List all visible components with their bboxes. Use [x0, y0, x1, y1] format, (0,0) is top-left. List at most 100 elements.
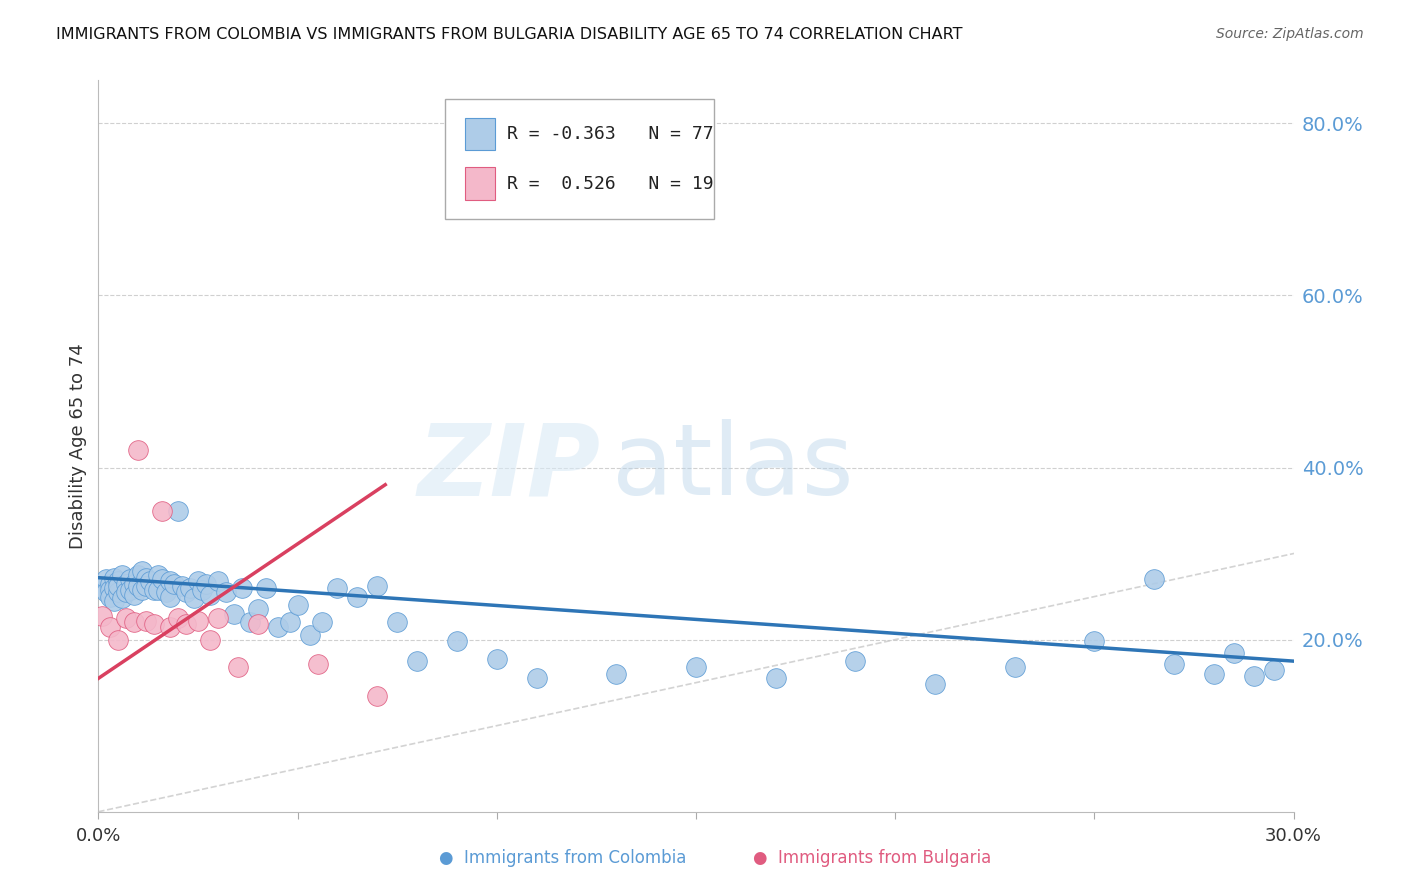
Bar	[465, 168, 495, 201]
Point	[1143, 573, 1166, 587]
Point	[485, 651, 508, 665]
Point	[183, 591, 205, 606]
Point	[120, 573, 142, 587]
Point	[107, 574, 129, 588]
Point	[98, 576, 122, 591]
Point	[107, 579, 129, 593]
Point	[187, 614, 209, 628]
Point	[148, 568, 170, 582]
Point	[1202, 667, 1225, 681]
Point	[179, 581, 201, 595]
Point	[174, 585, 197, 599]
Point	[127, 579, 149, 593]
Point	[91, 581, 114, 595]
Point	[111, 591, 134, 606]
Point	[167, 611, 190, 625]
Point	[96, 585, 118, 599]
Point	[103, 571, 125, 585]
Point	[115, 585, 138, 599]
Point	[111, 568, 134, 582]
Point	[187, 574, 209, 588]
Point	[124, 588, 146, 602]
Bar	[465, 118, 495, 151]
Point	[98, 620, 122, 634]
Point	[135, 614, 157, 628]
Point	[135, 571, 157, 585]
Text: ●  Immigrants from Bulgaria: ● Immigrants from Bulgaria	[752, 849, 991, 867]
Point	[107, 632, 129, 647]
Y-axis label: Disability Age 65 to 74: Disability Age 65 to 74	[69, 343, 87, 549]
Point	[143, 582, 166, 597]
Point	[159, 620, 181, 634]
Point	[215, 585, 238, 599]
Text: atlas: atlas	[613, 419, 853, 516]
Point	[226, 660, 249, 674]
Point	[278, 615, 301, 630]
Point	[366, 689, 388, 703]
Point	[150, 503, 173, 517]
Point	[127, 443, 149, 458]
Point	[124, 576, 146, 591]
Point	[298, 628, 321, 642]
FancyBboxPatch shape	[446, 99, 714, 219]
Text: R = -0.363   N = 77: R = -0.363 N = 77	[508, 125, 714, 143]
Point	[222, 607, 245, 621]
Point	[155, 585, 177, 599]
Point	[159, 574, 181, 588]
Text: R =  0.526   N = 19: R = 0.526 N = 19	[508, 175, 714, 193]
Point	[98, 582, 122, 597]
Point	[307, 657, 329, 671]
Point	[131, 582, 153, 597]
Point	[254, 581, 277, 595]
Point	[96, 573, 118, 587]
Text: IMMIGRANTS FROM COLOMBIA VS IMMIGRANTS FROM BULGARIA DISABILITY AGE 65 TO 74 COR: IMMIGRANTS FROM COLOMBIA VS IMMIGRANTS F…	[56, 27, 963, 42]
Point	[311, 615, 333, 630]
Point	[115, 576, 138, 591]
Point	[159, 590, 181, 604]
Point	[924, 677, 946, 691]
Point	[1223, 646, 1246, 660]
Point	[174, 617, 197, 632]
Point	[446, 634, 468, 648]
Point	[198, 632, 221, 647]
Point	[1243, 669, 1265, 683]
Point	[103, 581, 125, 595]
Point	[91, 608, 114, 623]
Point	[246, 617, 269, 632]
Point	[1004, 660, 1026, 674]
Point	[135, 579, 157, 593]
Point	[148, 582, 170, 597]
Point	[1163, 657, 1185, 671]
Point	[287, 598, 309, 612]
Point	[195, 576, 218, 591]
Point	[163, 576, 186, 591]
Point	[366, 579, 388, 593]
Point	[1263, 663, 1285, 677]
Point	[198, 588, 221, 602]
Point	[172, 579, 194, 593]
Point	[239, 615, 262, 630]
Point	[246, 602, 269, 616]
Point	[131, 564, 153, 578]
Point	[120, 582, 142, 597]
Point	[326, 581, 349, 595]
Point	[526, 671, 548, 685]
Point	[231, 581, 253, 595]
Point	[167, 503, 190, 517]
Point	[150, 573, 173, 587]
Point	[267, 620, 290, 634]
Point	[191, 582, 214, 597]
Text: ●  Immigrants from Colombia: ● Immigrants from Colombia	[439, 849, 686, 867]
Point	[124, 615, 146, 630]
Text: Source: ZipAtlas.com: Source: ZipAtlas.com	[1216, 27, 1364, 41]
Point	[844, 654, 866, 668]
Point	[207, 574, 229, 588]
Point	[115, 611, 138, 625]
Point	[107, 585, 129, 599]
Point	[103, 594, 125, 608]
Point	[143, 617, 166, 632]
Text: ZIP: ZIP	[418, 419, 600, 516]
Point	[406, 654, 429, 668]
Point	[385, 615, 409, 630]
Point	[98, 590, 122, 604]
